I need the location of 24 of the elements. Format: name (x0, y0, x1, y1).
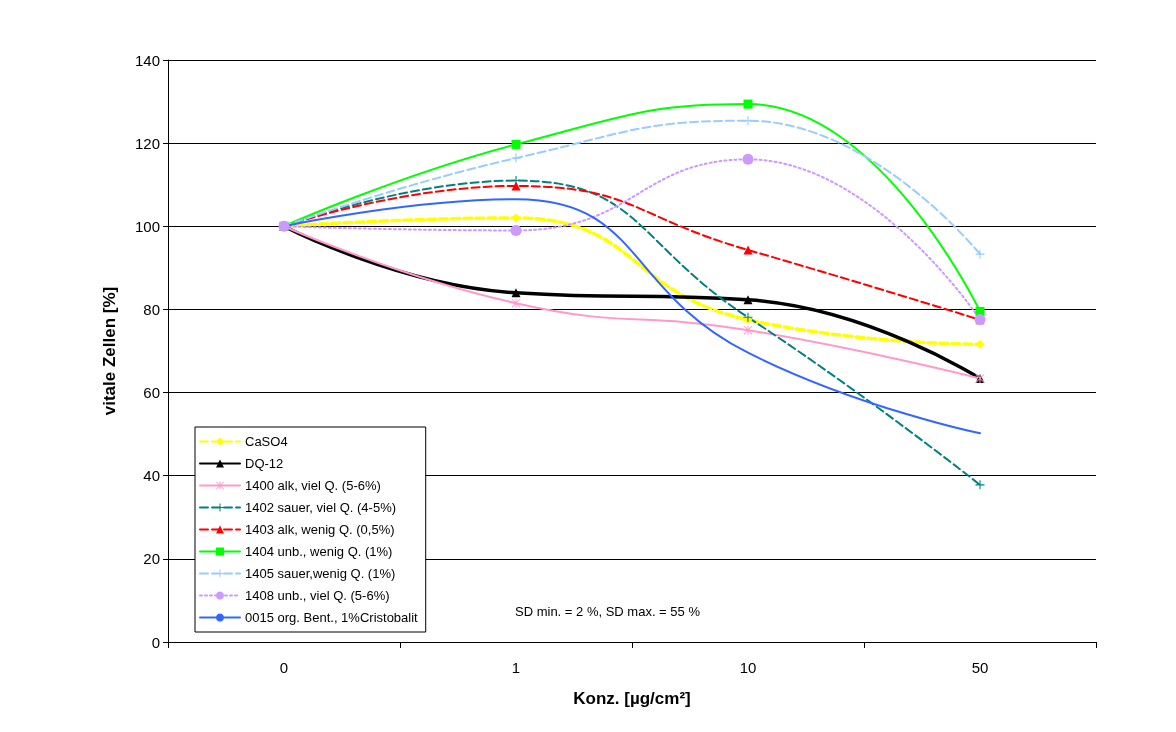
x-tick-label: 50 (971, 659, 989, 676)
y-axis-title: vitale Zellen [%] (100, 286, 119, 416)
x-tick-label: 10 (739, 659, 757, 676)
x-tick-label: 1 (511, 659, 521, 676)
annotation: SD min. = 2 %, SD max. = 55 % (515, 604, 701, 619)
x-tick-label: 0 (279, 659, 289, 676)
y-tick-label: 40 (143, 467, 160, 485)
legend-label: 1404 unb., wenig Q. (1%) (245, 544, 393, 559)
legend-label: 1400 alk, viel Q. (5-6%) (245, 478, 381, 493)
y-tick-label: 60 (143, 384, 160, 402)
y-tick-label: 20 (143, 550, 160, 568)
y-tick-label: 0 (151, 633, 160, 651)
legend-label: 1405 sauer,wenig Q. (1%) (245, 566, 396, 581)
legend-label: CaSO4 (245, 434, 288, 449)
legend-label: 1408 unb., viel Q. (5-6%) (245, 588, 390, 603)
legend-label: 1403 alk, wenig Q. (0,5%) (245, 522, 395, 537)
legend-label: 0015 org. Bent., 1%Cristobalit (245, 610, 419, 625)
x-axis-title: Konz. [µg/cm²] (573, 689, 691, 708)
y-tick-label: 120 (134, 134, 160, 152)
y-tick-label: 100 (134, 217, 160, 235)
legend-label: DQ-12 (245, 456, 284, 471)
y-tick-label: 140 (134, 51, 160, 69)
legend-label: 1402 sauer, viel Q. (4-5%) (245, 500, 397, 515)
y-tick-label: 80 (143, 300, 160, 318)
